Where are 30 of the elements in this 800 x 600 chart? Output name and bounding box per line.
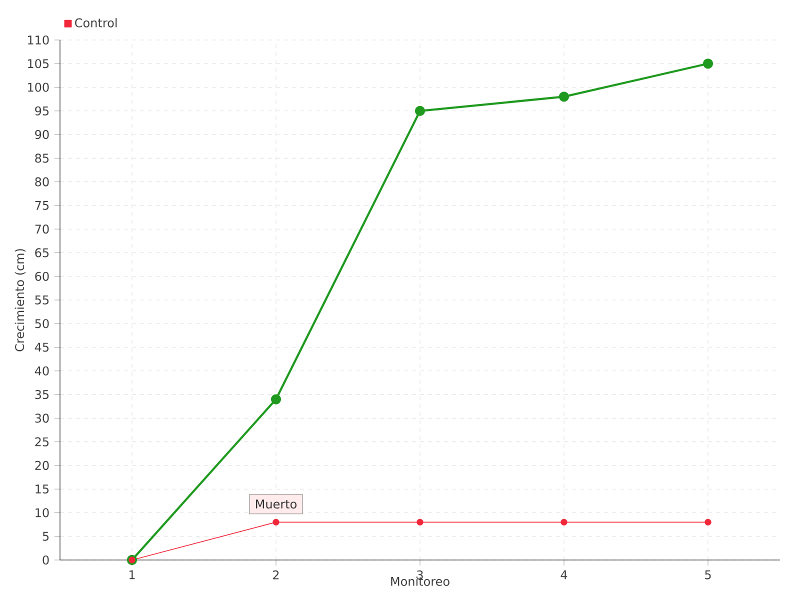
- y-tick-label: 105: [28, 59, 49, 68]
- y-tick-label: 45: [34, 342, 49, 352]
- y-tick-label: 30: [35, 414, 49, 423]
- y-tick-label: 50: [35, 319, 49, 328]
- y-tick-label: 75: [35, 201, 49, 210]
- y-tick-label: 80: [35, 177, 49, 186]
- y-tick-label: 40: [34, 366, 49, 376]
- y-tick-label: 20: [35, 460, 49, 470]
- y-tick-label: 25: [35, 437, 49, 446]
- y-tick-label: 5: [42, 532, 49, 541]
- y-axis-title: Crecimiento (cm): [14, 249, 26, 352]
- y-tick-label: 100: [28, 82, 49, 92]
- y-tick-label: 90: [35, 130, 49, 140]
- y-tick-label: 10: [36, 508, 49, 518]
- x-tick-label: 2: [273, 570, 279, 580]
- annotation: Muerto: [256, 500, 297, 509]
- y-tick-label: 55: [35, 296, 49, 304]
- y-tick-label: 85: [35, 154, 49, 163]
- y-tick-label: 15: [36, 484, 49, 494]
- y-tick-label: 70: [35, 224, 49, 234]
- y-tick-label: 35: [35, 390, 49, 400]
- y-tick-label: 65: [35, 248, 49, 258]
- y-tick-label: 60: [35, 272, 49, 281]
- y-tick-label: 110: [28, 35, 49, 45]
- x-tick-label: 1: [130, 570, 135, 580]
- legend-label: Control: [75, 18, 117, 28]
- y-tick-label: 95: [35, 106, 49, 116]
- y-tick-label: 0: [42, 555, 49, 565]
- x-tick-label: 4: [560, 570, 568, 580]
- x-tick-label: 5: [705, 570, 711, 580]
